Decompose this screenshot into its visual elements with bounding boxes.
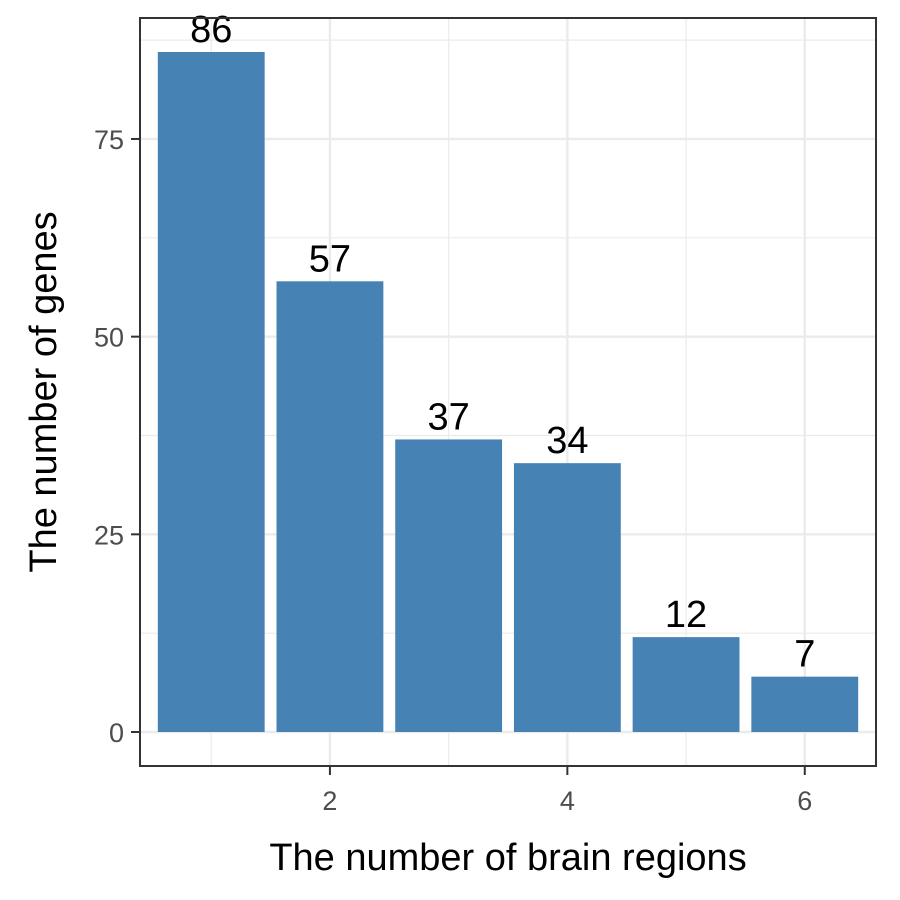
data-label: 37 (428, 396, 470, 438)
data-label: 57 (309, 238, 351, 280)
y-axis: 0 25 50 75 (94, 125, 140, 748)
y-axis-title: The number of genes (23, 211, 65, 572)
x-axis: 2 4 6 (322, 766, 812, 816)
y-tick-label: 50 (94, 323, 124, 353)
bar (751, 676, 859, 732)
y-tick-label: 25 (94, 520, 124, 550)
data-label: 86 (190, 9, 232, 51)
bar (395, 439, 503, 732)
bar (632, 637, 740, 732)
bar (276, 281, 384, 732)
y-tick-label: 0 (109, 718, 124, 748)
bars-group (157, 52, 859, 732)
data-label: 7 (794, 634, 815, 676)
data-label: 34 (546, 420, 588, 462)
data-labels-group: 86 57 37 34 12 7 (190, 9, 815, 676)
bar (513, 463, 621, 732)
x-axis-title: The number of brain regions (269, 837, 746, 879)
x-tick-label: 6 (797, 786, 812, 816)
bar (157, 52, 265, 732)
data-label: 12 (665, 594, 707, 636)
x-tick-label: 2 (322, 786, 337, 816)
panel-border (139, 17, 877, 767)
y-tick-label: 75 (94, 125, 124, 155)
x-tick-label: 4 (560, 786, 575, 816)
